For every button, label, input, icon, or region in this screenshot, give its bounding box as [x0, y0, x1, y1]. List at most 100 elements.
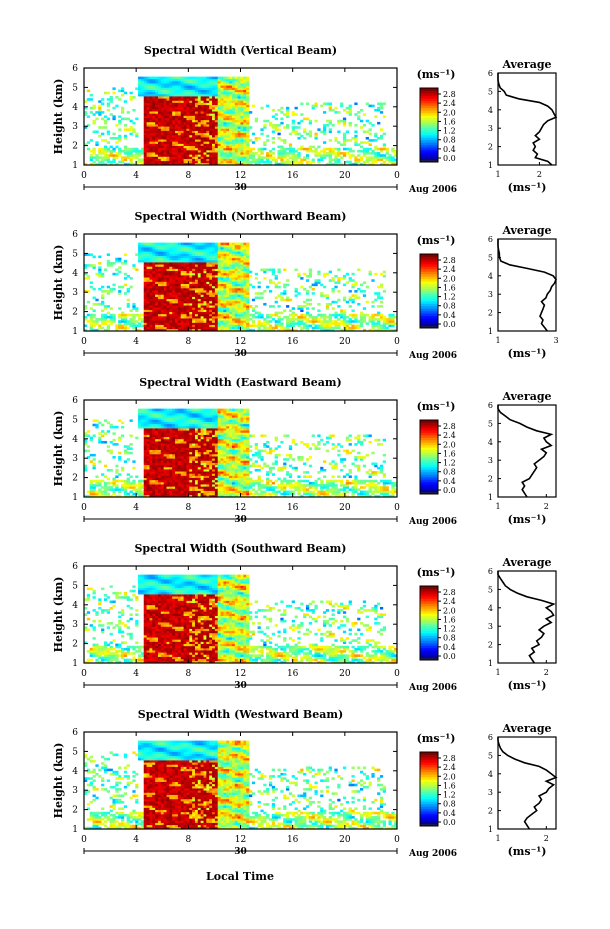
panel-1-heatmap-cell: [177, 115, 182, 118]
panel-1-heatmap-cell: [194, 108, 199, 112]
panel-1-heatmap-cell: [123, 91, 128, 95]
panel-1-heatmap-cell: [152, 132, 156, 136]
panel-2-heatmap-cell: [169, 324, 173, 328]
panel-1-heatmap-cell: [169, 128, 173, 131]
panel-2-heatmap-cell: [243, 324, 247, 328]
panel-2-heatmap-cell: [135, 253, 139, 256]
panel-2-heatmap-cell: [157, 296, 162, 300]
panel-2-heatmap-cell: [183, 246, 187, 250]
panel-1-heatmap-cell: [320, 154, 324, 157]
panel-2-heatmap-cell: [217, 307, 221, 310]
panel-1-heatmap-cell: [229, 152, 233, 155]
panel-2-heatmap-cell: [331, 326, 335, 330]
panel-1-heatmap-cell: [294, 162, 298, 166]
panel-1-heatmap-cell: [197, 149, 202, 153]
panel-2-heatmap-cell: [209, 266, 213, 269]
panel-2-heatmap-cell: [354, 281, 358, 284]
panel-2-heatmap-cell: [109, 287, 113, 291]
panel-1-heatmap-cell: [155, 119, 159, 123]
panel-2-heatmap-cell: [308, 302, 313, 306]
panel-2-heatmap-cell: [118, 285, 122, 289]
panel-1-heatmap-cell: [152, 100, 156, 103]
panel-3-heatmap-cell: [138, 490, 142, 494]
panel-1-heatmap-cell: [166, 80, 170, 84]
panel-1-heatmap-cell: [234, 136, 239, 140]
panel-1-heatmap-cell: [149, 124, 153, 127]
panel-1-heatmap-cell: [288, 162, 293, 166]
panel-2-heatmap-cell: [206, 311, 210, 315]
panel-2-heatmap-cell: [95, 320, 99, 323]
panel-1-heatmap-cell: [200, 126, 204, 129]
panel-1-heatmap-cell: [217, 130, 221, 134]
panel-2-heatmap-cell: [95, 298, 99, 302]
panel-1-heatmap-cell: [194, 156, 199, 159]
panel-2-heatmap-cell: [146, 281, 150, 284]
panel-2-heatmap-cell: [237, 296, 241, 300]
panel-2-heatmap-cell: [146, 283, 150, 287]
panel-1-heatmap-cell: [192, 145, 196, 149]
panel-1-heatmap-cell: [354, 162, 358, 166]
panel-2-heatmap-cell: [212, 281, 216, 284]
panel-2-heatmap-cell: [149, 315, 153, 319]
panel-2-heatmap-cell: [175, 294, 179, 297]
panel-2-heatmap-cell: [237, 259, 241, 263]
panel-2-heatmap-cell: [186, 294, 190, 297]
panel-2-colorbar-step: [420, 303, 438, 307]
panel-2-heatmap-cell: [231, 322, 236, 325]
panel-1-heatmap-cell: [348, 124, 352, 127]
panel-2-heatmap-cell: [180, 259, 184, 263]
panel-2-heatmap-cell: [209, 281, 213, 284]
panel-1-heatmap-cell: [243, 113, 247, 116]
panel-1-heatmap-cell: [146, 106, 150, 110]
panel-2-heatmap-cell: [166, 292, 170, 295]
panel-1-heatmap-cell: [331, 149, 335, 153]
panel-2-heatmap-cell: [183, 287, 187, 291]
panel-1-heatmap-cell: [84, 100, 88, 103]
panel-1-heatmap-cell: [226, 147, 230, 151]
panel-2-heatmap-cell: [368, 328, 372, 332]
panel-2-heatmap-cell: [266, 285, 270, 289]
panel-1-heatmap-cell: [166, 124, 170, 127]
panel-3-heatmap-cell: [84, 449, 88, 453]
panel-3-heatmap-cell: [109, 449, 113, 453]
panel-2-heatmap-cell: [237, 326, 241, 330]
panel-2-heatmap-cell: [223, 328, 227, 332]
panel-1-heatmap-cell: [126, 117, 130, 121]
panel-2-heatmap-cell: [231, 285, 236, 289]
panel-2-heatmap-cell: [223, 272, 227, 276]
panel-1-heatmap-cell: [223, 139, 227, 142]
panel-1-heatmap-cell: [274, 117, 278, 121]
panel-1-heatmap-cell: [286, 160, 290, 164]
panel-1-heatmap-cell: [172, 134, 176, 138]
panel-2-heatmap-cell: [146, 300, 150, 304]
panel-2-heatmap-cell: [175, 270, 179, 274]
panel-2-heatmap-cell: [183, 253, 187, 256]
panel-1-heatmap-cell: [109, 160, 113, 164]
panel-1-heatmap-cell: [217, 119, 221, 123]
panel-2-heatmap-cell: [223, 300, 227, 304]
panel-3-heatmap-cell: [135, 488, 139, 491]
panel-1-heatmap-cell: [163, 87, 167, 90]
panel-1-heatmap-cell: [155, 134, 159, 138]
panel-2-heatmap-cell: [240, 298, 244, 302]
panel-1-heatmap-cell: [172, 154, 176, 157]
panel-1-heatmap-cell: [305, 102, 310, 106]
panel-1-heatmap-cell: [206, 143, 210, 146]
panel-1-heatmap-cell: [223, 128, 227, 131]
panel-1-heatmap-cell: [101, 111, 105, 114]
panel-2-heatmap-cell: [268, 279, 273, 282]
panel-2-heatmap-cell: [152, 324, 156, 328]
panel-1-heatmap-cell: [143, 160, 147, 164]
panel-1-heatmap-cell: [229, 106, 233, 110]
panel-1-heatmap-cell: [229, 134, 233, 138]
panel-2-heatmap-cell: [231, 274, 236, 278]
panel-1-heatmap-cell: [197, 89, 202, 93]
panel-1-heatmap-cell: [243, 117, 247, 121]
panel-1-heatmap-cell: [271, 152, 276, 155]
panel-1-heatmap-cell: [226, 91, 230, 95]
panel-1-heatmap-cell: [254, 119, 258, 123]
panel-1-heatmap-cell: [101, 149, 105, 153]
panel-1-heatmap-cell: [177, 113, 182, 116]
panel-2-heatmap-cell: [214, 298, 219, 302]
panel-2-heatmap-cell: [169, 320, 173, 323]
